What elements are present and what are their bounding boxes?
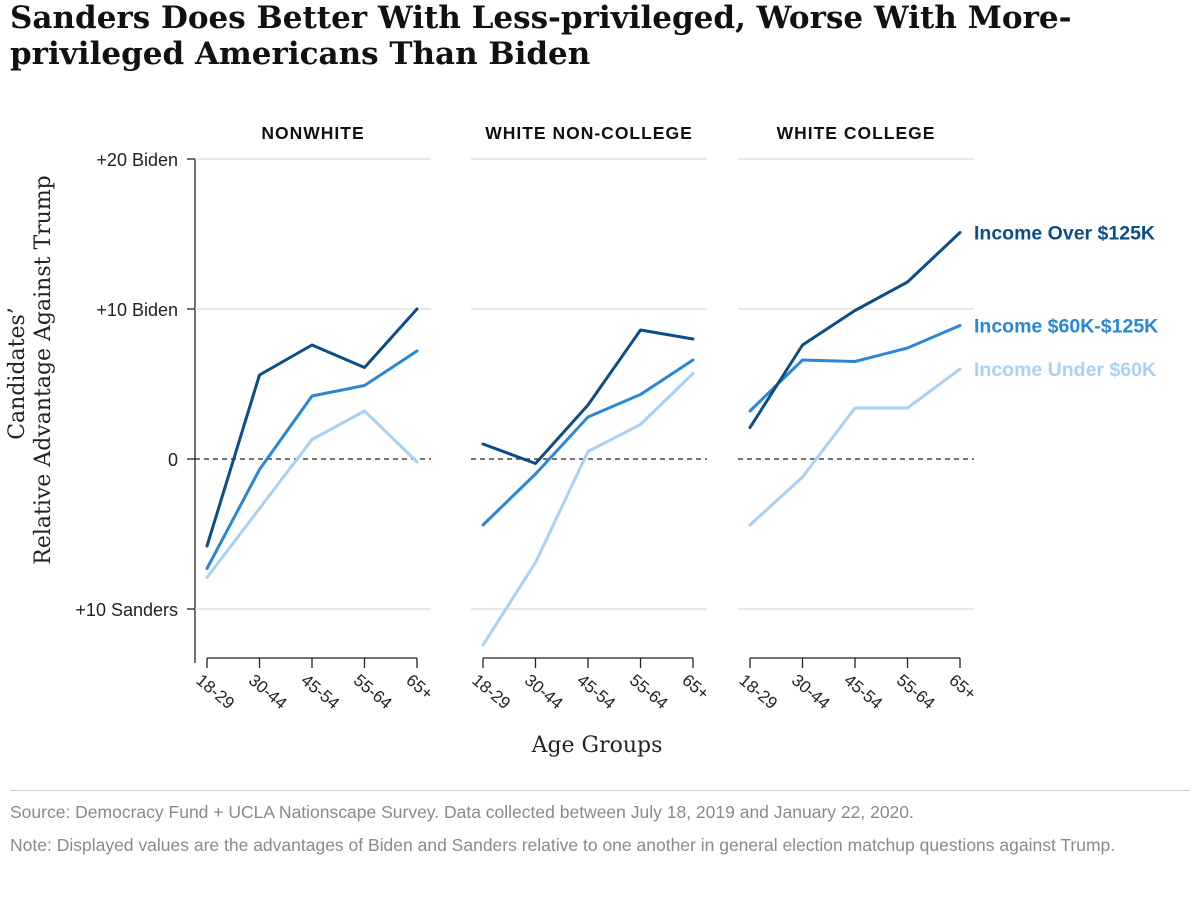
x-tick-label: 45-54 bbox=[840, 671, 886, 714]
series-line-mid bbox=[205, 349, 419, 570]
x-tick-label: 18-29 bbox=[468, 671, 514, 714]
method-note: Note: Displayed values are the advantage… bbox=[10, 835, 1116, 855]
footnotes: Source: Democracy Fund + UCLA Nationscap… bbox=[10, 790, 1190, 867]
x-tick-label: 45-54 bbox=[297, 671, 343, 714]
x-tick-label: 65+ bbox=[945, 671, 979, 704]
x-tick-label: 65+ bbox=[402, 671, 436, 704]
series-line-mid bbox=[748, 324, 962, 413]
x-tick-label: 55-64 bbox=[893, 671, 939, 714]
x-tick-label: 30-44 bbox=[521, 671, 567, 714]
series-line-over125 bbox=[748, 231, 962, 429]
plot-area: Candidates’ Relative Advantage Against T… bbox=[5, 123, 1158, 758]
legend-label-over125: Income Over $125K bbox=[974, 223, 1155, 245]
x-tick-label: 65+ bbox=[678, 671, 712, 704]
y-axis-label-line-1: Candidates’ bbox=[5, 307, 30, 440]
source-note: Source: Democracy Fund + UCLA Nationscap… bbox=[10, 802, 914, 822]
series-line-under60 bbox=[481, 372, 695, 647]
panel-title: NONWHITE bbox=[261, 123, 364, 143]
series-line-under60 bbox=[205, 409, 419, 579]
y-tick-label: 0 bbox=[168, 450, 178, 470]
y-tick-label: +20 Biden bbox=[96, 150, 178, 170]
y-axis-label: Candidates’ Relative Advantage Against T… bbox=[5, 175, 56, 565]
x-axis-label: Age Groups bbox=[531, 733, 663, 758]
y-axis-label-line-2: Relative Advantage Against Trump bbox=[31, 175, 56, 565]
series-line-under60 bbox=[748, 367, 962, 527]
x-tick-label: 30-44 bbox=[245, 671, 291, 714]
panel-title: WHITE COLLEGE bbox=[777, 123, 936, 143]
x-tick-label: 55-64 bbox=[350, 671, 396, 714]
panel-title: WHITE NON-COLLEGE bbox=[485, 123, 693, 143]
series-line-over125 bbox=[481, 328, 695, 465]
x-tick-label: 30-44 bbox=[788, 671, 834, 714]
x-tick-label: 18-29 bbox=[735, 671, 781, 714]
legend-label-mid: Income $60K-$125K bbox=[974, 316, 1158, 338]
series-line-mid bbox=[481, 358, 695, 527]
legend-label-under60: Income Under $60K bbox=[974, 359, 1156, 381]
x-tick-label: 55-64 bbox=[626, 671, 672, 714]
y-tick-label: +10 Biden bbox=[96, 300, 178, 320]
x-tick-label: 18-29 bbox=[192, 671, 238, 714]
y-tick-label: +10 Sanders bbox=[75, 600, 178, 620]
x-tick-label: 45-54 bbox=[573, 671, 619, 714]
chart-title: Sanders Does Better With Less-privileged… bbox=[10, 0, 1072, 72]
series-line-over125 bbox=[205, 307, 419, 548]
